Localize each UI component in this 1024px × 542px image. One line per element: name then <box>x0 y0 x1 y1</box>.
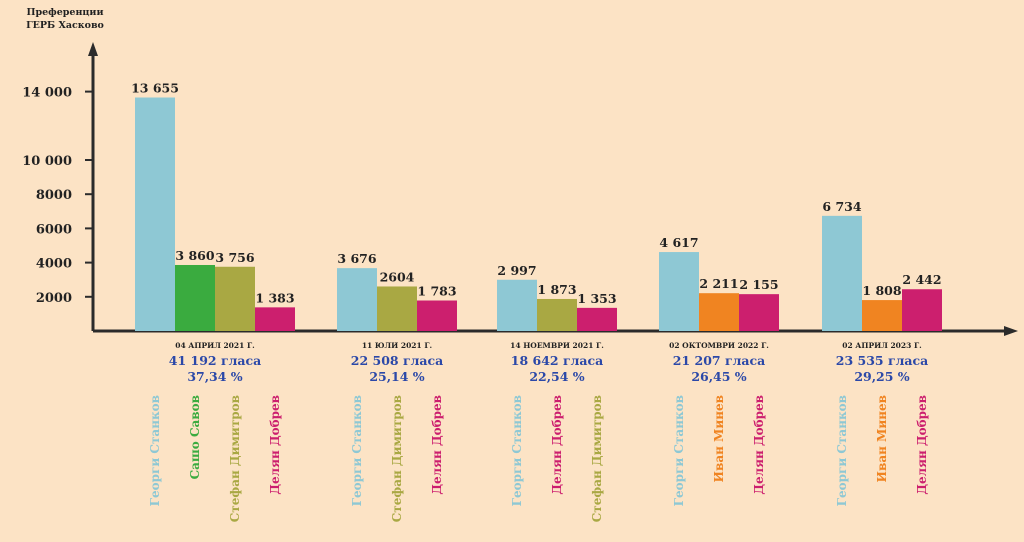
series-name-label: Георги Станков <box>672 395 686 506</box>
bar-value-label: 2 155 <box>739 277 778 292</box>
group-percent-label: 26,45 % <box>691 369 746 384</box>
series-name-label: Георги Станков <box>148 395 162 506</box>
series-name-label: Делян Добрев <box>268 395 282 495</box>
series-name-label: Делян Добрев <box>430 395 444 495</box>
group-percent-label: 25,14 % <box>369 369 424 384</box>
group-date-label: 14 НОЕМВРИ 2021 Г. <box>510 341 604 350</box>
bar <box>537 298 577 331</box>
bar-value-label: 1 353 <box>577 291 616 306</box>
bar <box>175 264 215 331</box>
series-name-label: Делян Добрев <box>550 395 564 495</box>
bar-value-label: 3 756 <box>215 250 254 265</box>
group-date-label: 02 АПРИЛ 2023 Г. <box>842 341 921 350</box>
bar-value-label: 1 783 <box>417 284 456 299</box>
bar <box>699 293 739 331</box>
y-tick-label: 6000 <box>36 222 72 237</box>
series-name-label: Иван Минев <box>875 395 889 482</box>
x-axis-arrow <box>1004 326 1018 336</box>
y-tick-label: 4000 <box>36 257 72 272</box>
series-name-label: Сашо Савов <box>188 395 202 479</box>
group-percent-label: 37,34 % <box>187 369 242 384</box>
bar <box>497 279 537 331</box>
series-name-label: Стефан Димитров <box>590 395 604 522</box>
series-name-label: Делян Добрев <box>752 395 766 495</box>
bar <box>902 289 942 331</box>
group-percent-label: 29,25 % <box>854 369 909 384</box>
bar-value-label: 4 617 <box>659 235 698 250</box>
bar <box>377 286 417 331</box>
bar <box>215 266 255 331</box>
series-name-label: Иван Минев <box>712 395 726 482</box>
bar-value-label: 2 997 <box>497 263 536 278</box>
bar-value-label: 13 655 <box>131 80 179 95</box>
series-name-label: Делян Добрев <box>915 395 929 495</box>
bar <box>739 294 779 331</box>
group-date-label: 02 ОКТОМВРИ 2022 Г. <box>669 341 769 350</box>
group-date-label: 11 ЮЛИ 2021 Г. <box>362 341 432 350</box>
y-tick-label: 2000 <box>36 291 72 306</box>
bar <box>577 307 617 331</box>
bar-value-label: 1 808 <box>862 283 901 298</box>
bar <box>417 300 457 331</box>
bar <box>862 300 902 331</box>
group-date-label: 04 АПРИЛ 2021 Г. <box>175 341 254 350</box>
bar-value-label: 1 873 <box>537 282 576 297</box>
group-votes-label: 23 535 гласа <box>836 353 928 368</box>
bar <box>659 252 699 331</box>
series-name-label: Стефан Димитров <box>390 395 404 522</box>
bar-value-label: 2604 <box>380 269 415 284</box>
bar <box>135 97 175 331</box>
y-tick-label: 10 000 <box>22 154 72 169</box>
bar <box>822 215 862 331</box>
group-votes-label: 22 508 гласа <box>351 353 443 368</box>
bar <box>337 268 377 331</box>
group-percent-label: 22,54 % <box>529 369 584 384</box>
chart-title: Преференции ГЕРБ Хасково <box>26 7 104 31</box>
bar-value-label: 2 442 <box>902 272 941 287</box>
series-name-label: Георги Станков <box>350 395 364 506</box>
group-votes-label: 18 642 гласа <box>511 353 603 368</box>
group-votes-label: 21 207 гласа <box>673 353 765 368</box>
bar-value-label: 1 383 <box>255 290 294 305</box>
series-name-label: Георги Станков <box>510 395 524 506</box>
y-tick-label: 8000 <box>36 188 72 203</box>
group-votes-label: 41 192 гласа <box>169 353 261 368</box>
y-tick-label: 14 000 <box>22 86 72 101</box>
series-name-label: Георги Станков <box>835 395 849 506</box>
bar-value-label: 3 860 <box>175 248 214 263</box>
series-name-label: Стефан Димитров <box>228 395 242 522</box>
bar-value-label: 2 211 <box>699 276 738 291</box>
bar-value-label: 3 676 <box>337 251 376 266</box>
bar-value-label: 6 734 <box>822 199 861 214</box>
y-axis-arrow <box>88 42 98 56</box>
bar <box>255 307 295 331</box>
